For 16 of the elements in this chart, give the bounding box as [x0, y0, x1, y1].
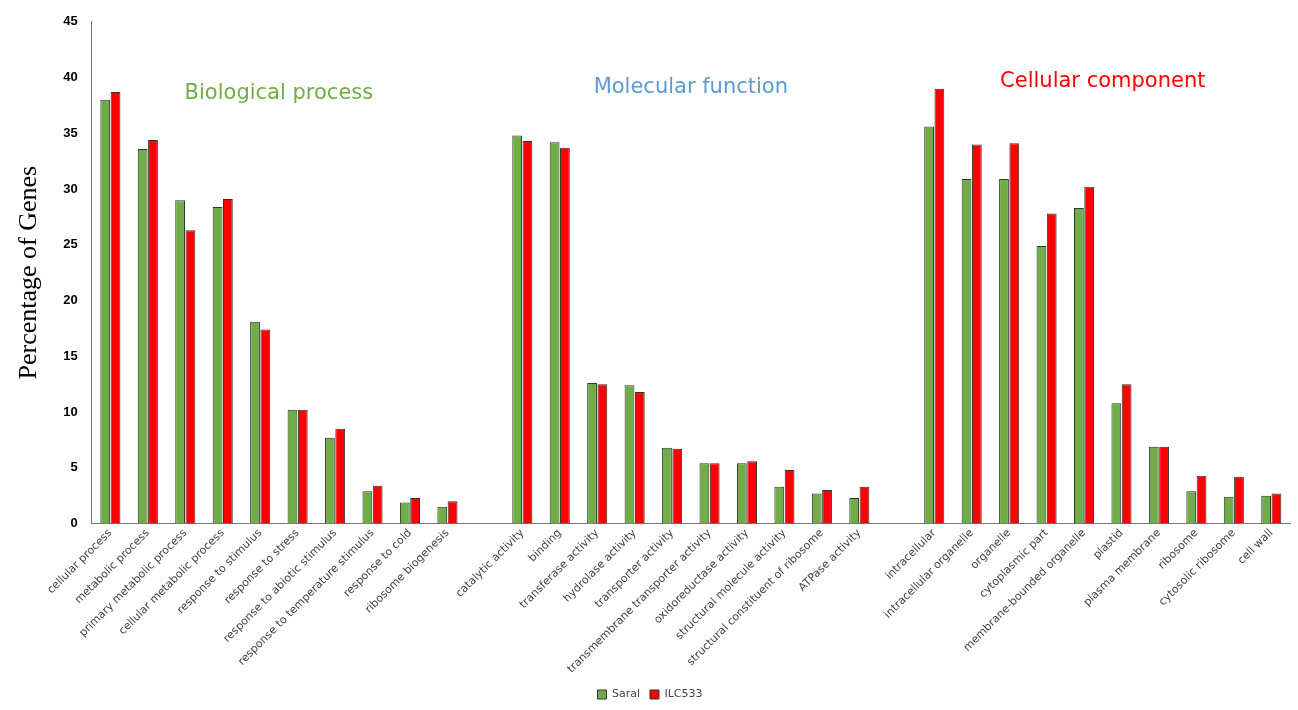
- legend-label: ILC533: [664, 687, 703, 701]
- y-tick-label: 35: [63, 124, 78, 140]
- y-axis-title: Percentage of Genes: [13, 165, 43, 380]
- annotation: Molecular function: [593, 74, 789, 99]
- y-tick-label: 0: [70, 515, 78, 531]
- y-tick-label: 30: [63, 180, 78, 196]
- y-tick-label: 5: [70, 459, 78, 475]
- y-tick-label: 20: [63, 292, 78, 308]
- y-tick-label: 25: [63, 236, 78, 252]
- legend-label: Saral: [611, 687, 640, 701]
- y-tick-label: 15: [63, 347, 78, 363]
- y-tick-label: 40: [63, 69, 78, 85]
- y-tick-label: 45: [63, 13, 78, 29]
- annotation: Biological process: [184, 80, 374, 105]
- annotation: Cellular component: [1000, 68, 1206, 93]
- y-tick-label: 10: [63, 403, 78, 419]
